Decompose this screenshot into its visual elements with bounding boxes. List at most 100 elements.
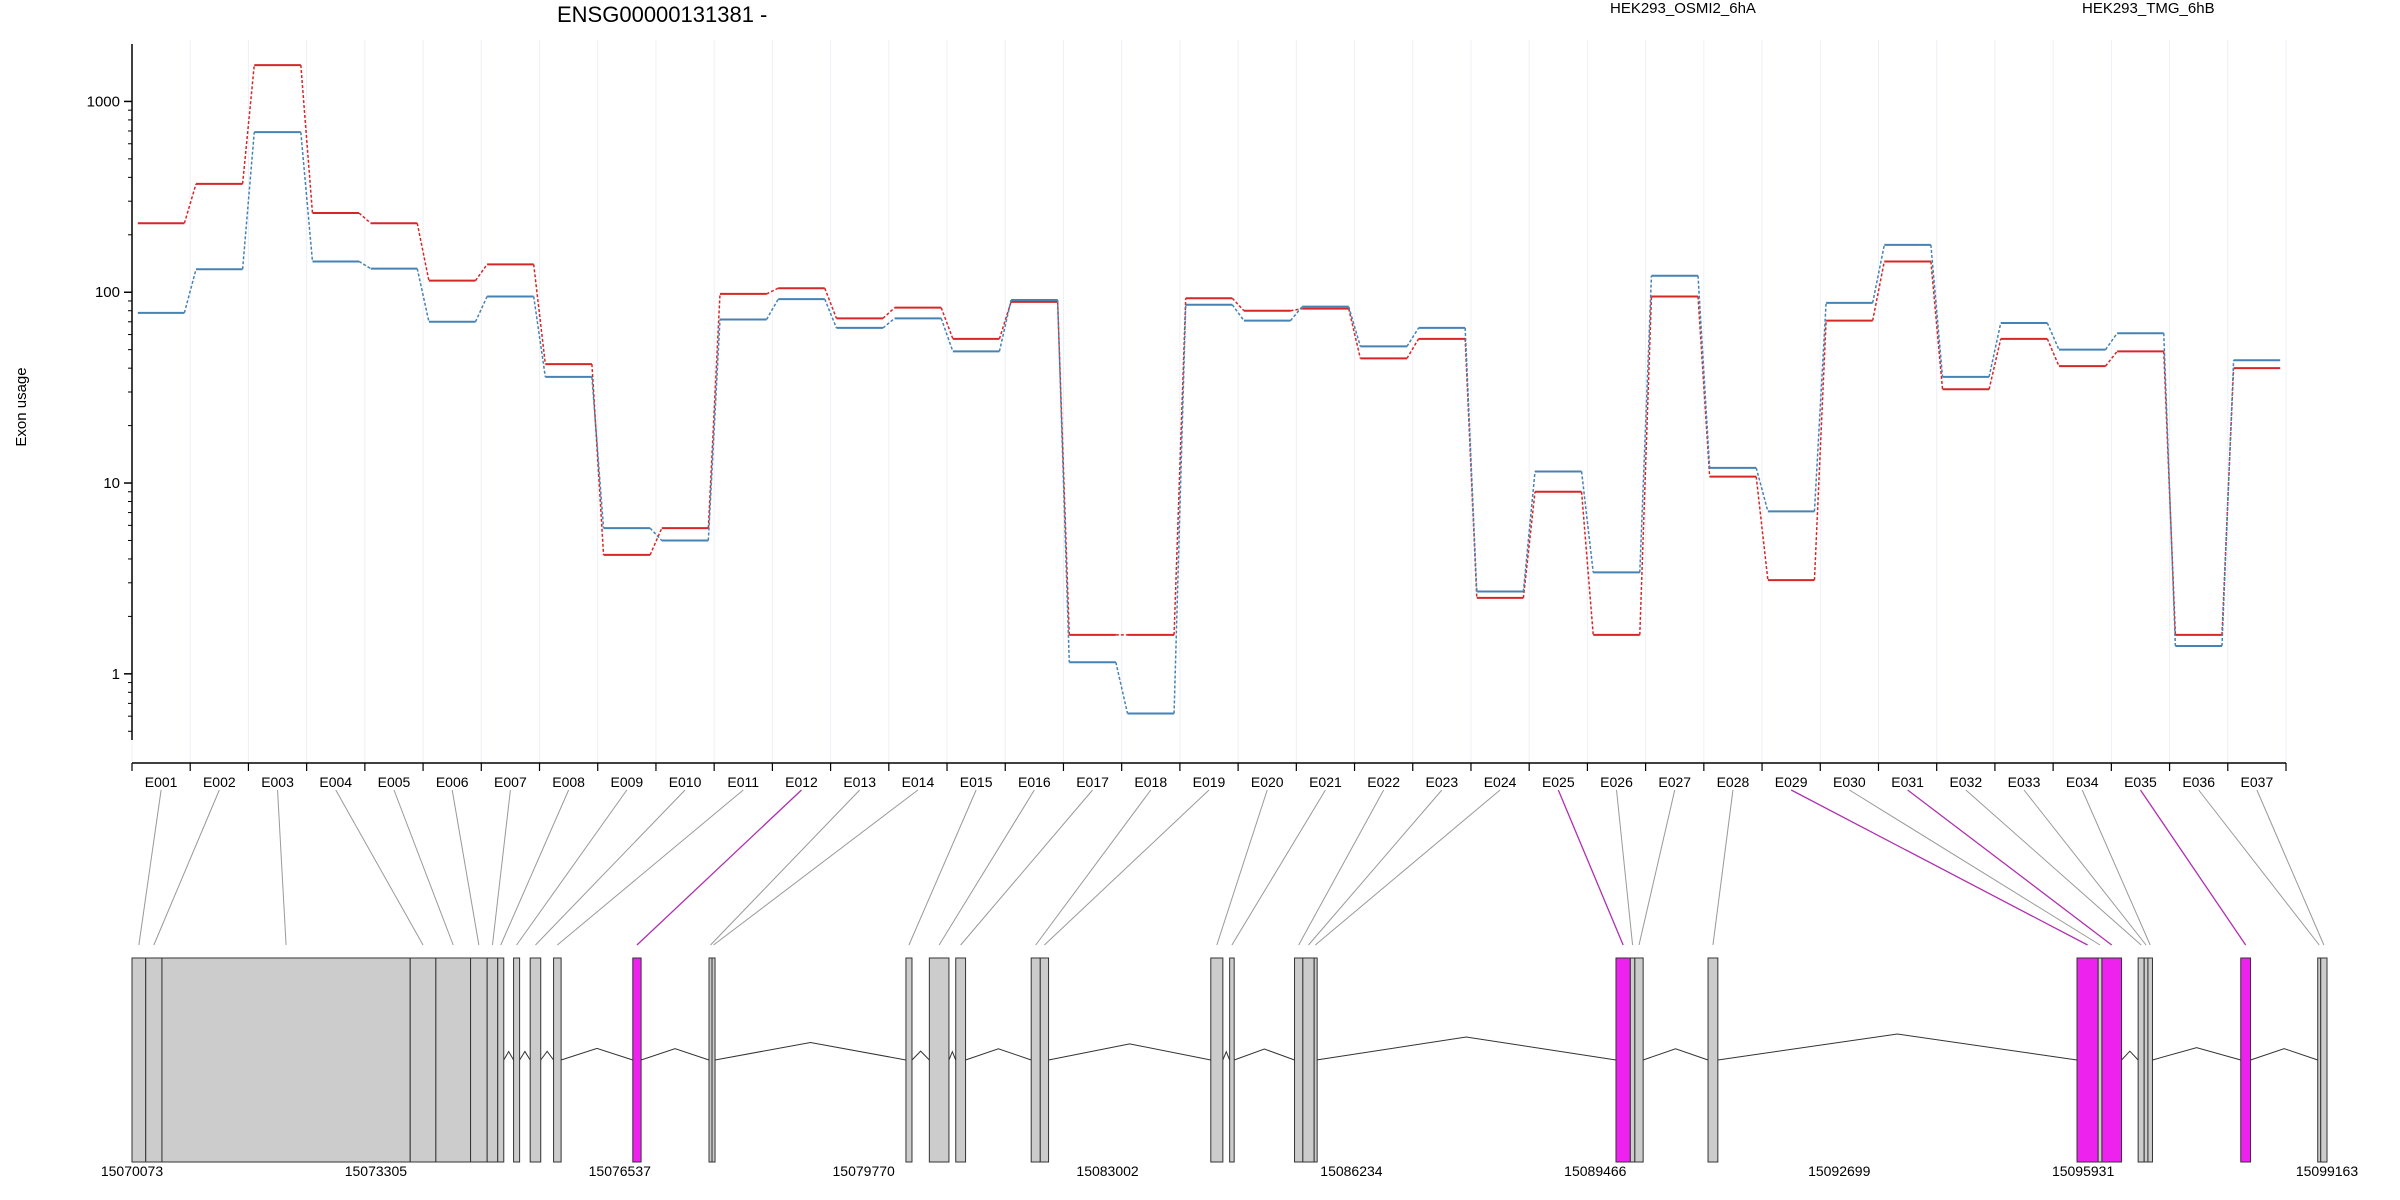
series-1-link [998,299,1012,352]
exon-label: E032 [1949,774,1982,790]
exon-label: E029 [1775,774,1808,790]
exon-box [1615,957,1631,1163]
chart-title: ENSG00000131381 - [557,2,767,27]
exon-box [2097,957,2103,1163]
exon-connector [1965,789,2142,946]
exon-box [905,957,913,1163]
series-0-link [1406,338,1420,359]
y-tick-label: 10 [103,475,120,492]
exon-connector [2081,789,2151,946]
exon-label: E036 [2182,774,2215,790]
exon-box [553,957,562,1163]
exon-box [1030,957,1041,1163]
intron-arc [2152,1047,2241,1061]
series-0-link [1580,491,1594,635]
exon-box [1302,957,1315,1163]
exon-box [1294,957,1304,1163]
exon-connector [2198,789,2320,946]
exon-box [632,957,642,1163]
intron-arc [1048,1043,1211,1061]
coordinate-label: 15089466 [1564,1163,1627,1179]
series-0-link [183,183,197,224]
exon-connector [938,789,1035,946]
exon-box [409,957,437,1163]
exon-box [928,957,950,1163]
exon-box [435,957,472,1163]
series-1-link [1406,327,1420,347]
y-tick-label: 1 [112,666,120,683]
series-1-link [1464,327,1478,592]
exon-label: E020 [1251,774,1284,790]
exon-connector [491,789,511,946]
exon-label: E017 [1076,774,1109,790]
exon-label: E010 [669,774,702,790]
exon-connector [1216,789,1268,946]
intron-arc [965,1048,1032,1061]
exon-connector [451,789,480,946]
exon-label: E016 [1018,774,1051,790]
series-0-link [1522,491,1536,598]
exon-label: E013 [843,774,876,790]
exon-label: E037 [2241,774,2274,790]
coordinate-label: 15079770 [833,1163,896,1179]
coordinate-label: 15083002 [1076,1163,1139,1179]
exon-connector [516,789,628,946]
exon-connector [1907,789,2113,946]
series-1-link [649,527,663,541]
exon-box [2240,957,2252,1163]
series-0-link [1290,307,1303,312]
series-0-link [1231,297,1245,312]
exon-box [1313,957,1318,1163]
exon-box [2101,957,2123,1163]
series-0-link [474,263,488,282]
series-1-link [591,376,605,529]
exon-connector [1849,789,2101,946]
exon-connector [335,789,424,946]
exon-label: E035 [2124,774,2157,790]
axes: 1 10 100 1000 E001 E002 E003 E004 E005 E006 E007 E0… [87,44,2287,790]
series-0-link [1347,308,1362,359]
series-0-link [998,301,1012,340]
series-1-link [1988,322,2002,378]
exon-box [131,957,147,1163]
exon-connector [153,789,220,946]
intron-arc [1642,1048,1709,1061]
series-1-link [532,296,547,377]
series-1-link [882,317,896,329]
exon-connectors [138,789,2325,946]
exon-label: E027 [1658,774,1691,790]
exon-box [2137,957,2145,1163]
y-axis-label: Exon usage [13,367,30,446]
exon-connector [138,789,162,946]
exon-box [955,957,967,1163]
series-1-link [1289,306,1303,322]
exon-label: E002 [203,774,236,790]
series-lines [137,64,2281,715]
exon-label: E014 [902,774,935,790]
intron-arc [1222,1050,1231,1061]
coordinate-label: 15099163 [2296,1163,2359,1179]
exon-label: E026 [1600,774,1633,790]
series-0-link [1930,261,1944,390]
exon-connector [1557,789,1624,946]
exon-box [145,957,163,1163]
intron-arc [2121,1050,2139,1061]
exon-label: E031 [1891,774,1924,790]
series-0-link [1988,338,2002,390]
exon-label: E018 [1134,774,1167,790]
exon-label: E005 [378,774,411,790]
intron-arc [640,1048,710,1061]
series-1-link [1522,471,1536,592]
exon-label: E015 [960,774,993,790]
exon-connector [1298,789,1385,946]
series-1-link [1231,304,1245,322]
series-1-link [2162,333,2177,646]
exon-connector [535,789,686,946]
exon-box [1634,957,1644,1163]
exon-box [2076,957,2099,1163]
exon-connector [908,789,977,946]
exon-box [497,957,505,1163]
exon-connector [500,789,570,946]
exon-box [2143,957,2149,1163]
exon-connector [713,789,919,946]
